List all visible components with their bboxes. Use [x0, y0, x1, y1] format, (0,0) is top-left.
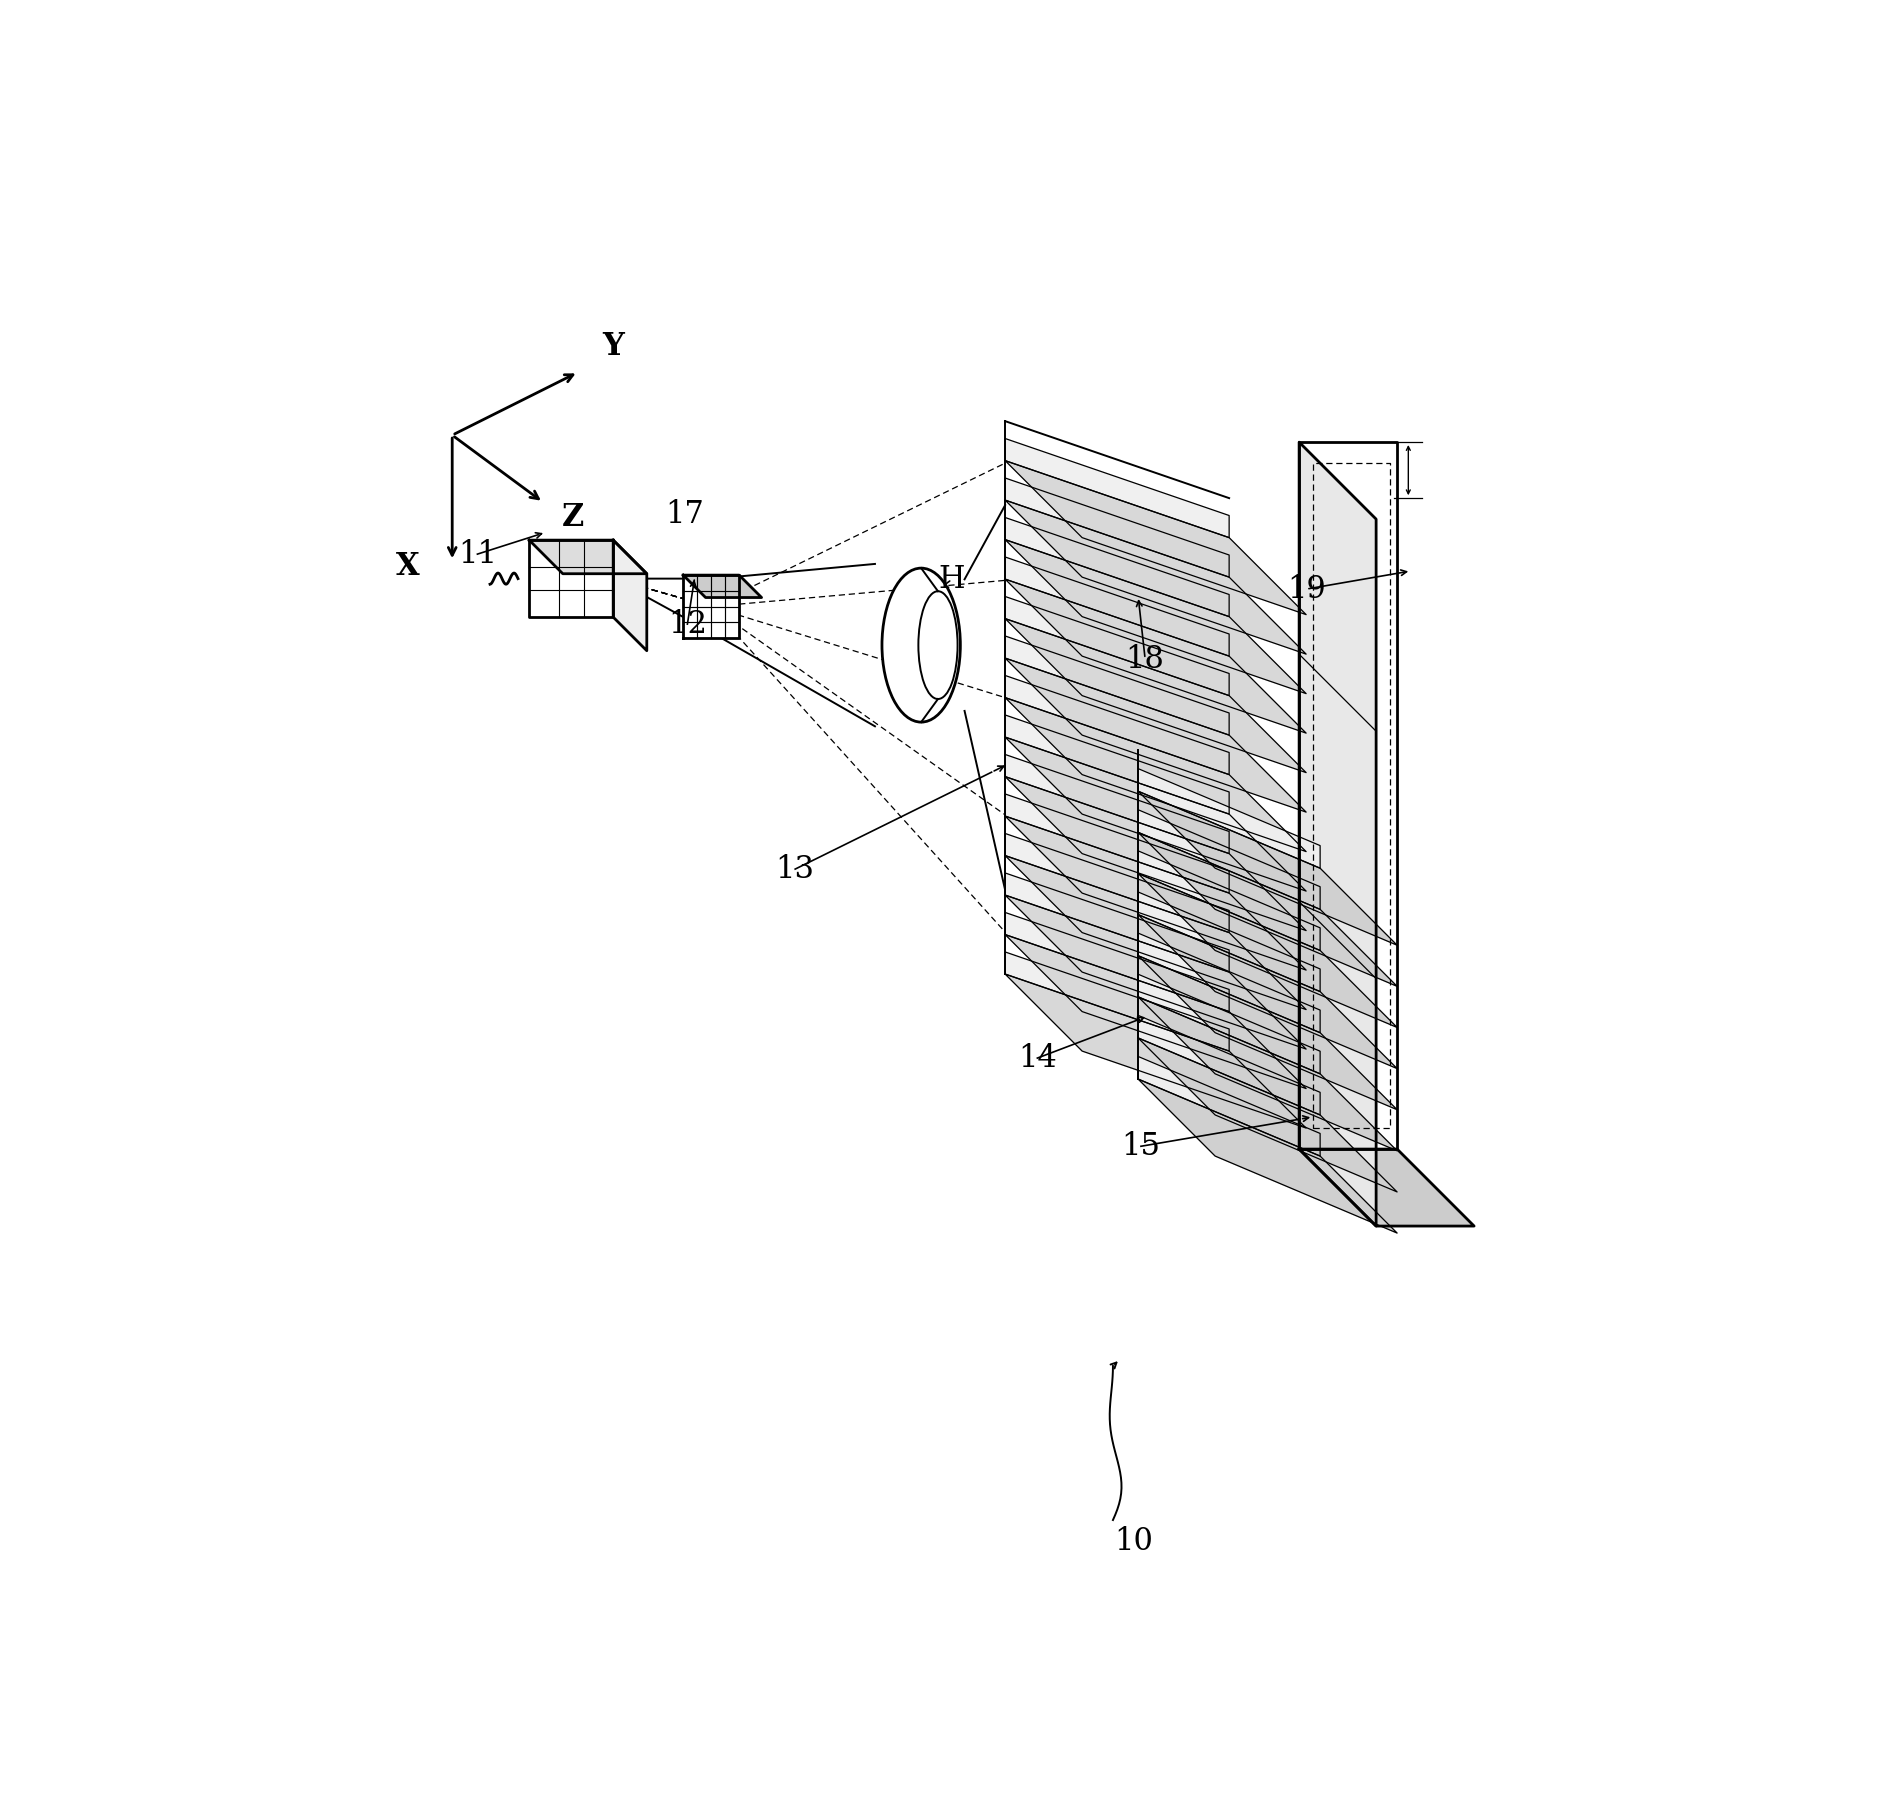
Polygon shape [1005, 833, 1229, 933]
Polygon shape [1005, 794, 1229, 893]
Text: 15: 15 [1121, 1131, 1160, 1162]
Text: 19: 19 [1287, 574, 1325, 605]
Polygon shape [1138, 1038, 1397, 1193]
Polygon shape [1005, 873, 1229, 973]
Polygon shape [1005, 580, 1306, 733]
Polygon shape [1138, 1056, 1319, 1156]
Polygon shape [1138, 893, 1319, 991]
Polygon shape [1005, 736, 1306, 891]
Polygon shape [1138, 1080, 1397, 1233]
Polygon shape [1138, 769, 1319, 869]
Polygon shape [1299, 1149, 1475, 1225]
Text: X: X [396, 551, 418, 582]
Text: 18: 18 [1126, 644, 1164, 674]
Polygon shape [1005, 816, 1306, 971]
Polygon shape [1138, 851, 1319, 951]
Ellipse shape [882, 567, 960, 722]
Polygon shape [1005, 438, 1229, 538]
Polygon shape [1005, 894, 1306, 1049]
Polygon shape [1299, 442, 1376, 1225]
Polygon shape [1005, 478, 1229, 576]
Polygon shape [1005, 714, 1229, 814]
Polygon shape [1005, 500, 1306, 654]
Polygon shape [1005, 540, 1306, 694]
Text: 11: 11 [458, 538, 496, 569]
Polygon shape [1005, 974, 1306, 1127]
Polygon shape [1138, 914, 1397, 1069]
Polygon shape [1005, 658, 1306, 813]
Polygon shape [1138, 956, 1397, 1109]
Polygon shape [1138, 833, 1397, 987]
Polygon shape [1005, 754, 1229, 854]
Polygon shape [1005, 556, 1229, 656]
Text: 10: 10 [1115, 1525, 1153, 1556]
Polygon shape [530, 540, 613, 616]
Polygon shape [530, 540, 647, 574]
Text: 14: 14 [1018, 1042, 1056, 1074]
Polygon shape [1138, 974, 1319, 1074]
Text: Y: Y [602, 331, 625, 362]
Polygon shape [1138, 996, 1397, 1151]
Polygon shape [1005, 518, 1229, 616]
Polygon shape [1005, 913, 1229, 1011]
Polygon shape [613, 540, 647, 651]
Polygon shape [1138, 873, 1397, 1027]
Text: 12: 12 [668, 609, 706, 640]
Text: 13: 13 [776, 854, 814, 885]
Polygon shape [1138, 1014, 1319, 1114]
Polygon shape [1138, 791, 1397, 945]
Polygon shape [1005, 934, 1306, 1089]
Text: Z: Z [562, 502, 583, 533]
Polygon shape [1005, 953, 1229, 1051]
Polygon shape [1005, 596, 1229, 696]
Polygon shape [1005, 676, 1229, 774]
Polygon shape [683, 574, 738, 638]
Polygon shape [1005, 776, 1306, 931]
Polygon shape [1005, 618, 1306, 773]
Polygon shape [1138, 809, 1319, 909]
Polygon shape [1005, 460, 1306, 614]
Polygon shape [1299, 442, 1397, 1149]
Text: 17: 17 [664, 500, 704, 531]
Polygon shape [1138, 933, 1319, 1033]
Text: H: H [939, 564, 965, 594]
Polygon shape [1005, 636, 1229, 734]
Polygon shape [1005, 698, 1306, 851]
Polygon shape [683, 574, 761, 598]
Polygon shape [1005, 856, 1306, 1009]
